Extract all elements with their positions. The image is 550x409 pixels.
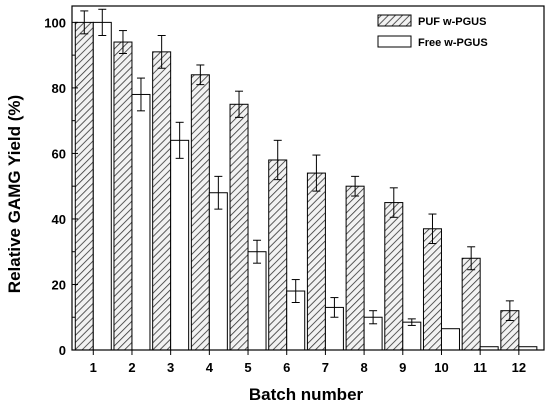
bar-free-10 [440, 328, 460, 351]
bar-puf-7 [306, 172, 326, 351]
y-tick-label-20: 20 [52, 277, 66, 292]
x-tick-label-7: 7 [322, 360, 329, 375]
legend-swatch-free [377, 35, 412, 48]
bar-puf-9 [384, 202, 404, 351]
x-tick-label-3: 3 [167, 360, 174, 375]
legend-label-puf: PUF w-PGUS [418, 16, 486, 28]
bar-puf-1 [74, 21, 94, 351]
x-tick-label-5: 5 [244, 360, 251, 375]
x-tick-label-8: 8 [360, 360, 367, 375]
x-tick-label-1: 1 [90, 360, 97, 375]
bar-puf-11 [461, 257, 481, 351]
x-tick-label-10: 10 [434, 360, 448, 375]
bar-puf-5 [229, 103, 249, 351]
x-tick-label-12: 12 [512, 360, 526, 375]
legend-swatch-puf [377, 14, 412, 27]
axes-group [71, 5, 545, 351]
bar-puf-3 [152, 51, 172, 351]
bar-free-4 [208, 192, 228, 351]
legend: PUF w-PGUS Free w-PGUS [377, 14, 488, 49]
plot-frame [71, 5, 545, 351]
bar-puf-4 [190, 74, 210, 351]
x-tick-label-2: 2 [128, 360, 135, 375]
x-tick-label-11: 11 [473, 360, 487, 375]
bar-free-3 [170, 139, 190, 351]
y-tick-label-80: 80 [52, 81, 66, 96]
bar-free-1 [92, 21, 112, 351]
error-bars-group [80, 8, 514, 326]
bar-free-5 [247, 251, 267, 351]
x-tick-label-4: 4 [206, 360, 214, 375]
bar-puf-2 [113, 41, 133, 351]
bars-group [74, 21, 538, 351]
y-axis-title: Relative GAMG Yield (%) [5, 95, 24, 293]
bar-puf-10 [422, 228, 442, 351]
y-tick-label-40: 40 [52, 212, 66, 227]
y-tick-label-100: 100 [44, 15, 66, 30]
bar-puf-6 [268, 159, 288, 351]
x-axis-title: Batch number [249, 385, 364, 404]
bar-free-9 [402, 321, 422, 351]
y-tick-label-0: 0 [59, 343, 66, 358]
x-tick-label-9: 9 [399, 360, 406, 375]
bar-free-2 [131, 93, 151, 351]
legend-label-free: Free w-PGUS [418, 37, 488, 49]
x-tick-label-6: 6 [283, 360, 290, 375]
bar-puf-8 [345, 185, 365, 351]
y-tick-label-60: 60 [52, 146, 66, 161]
